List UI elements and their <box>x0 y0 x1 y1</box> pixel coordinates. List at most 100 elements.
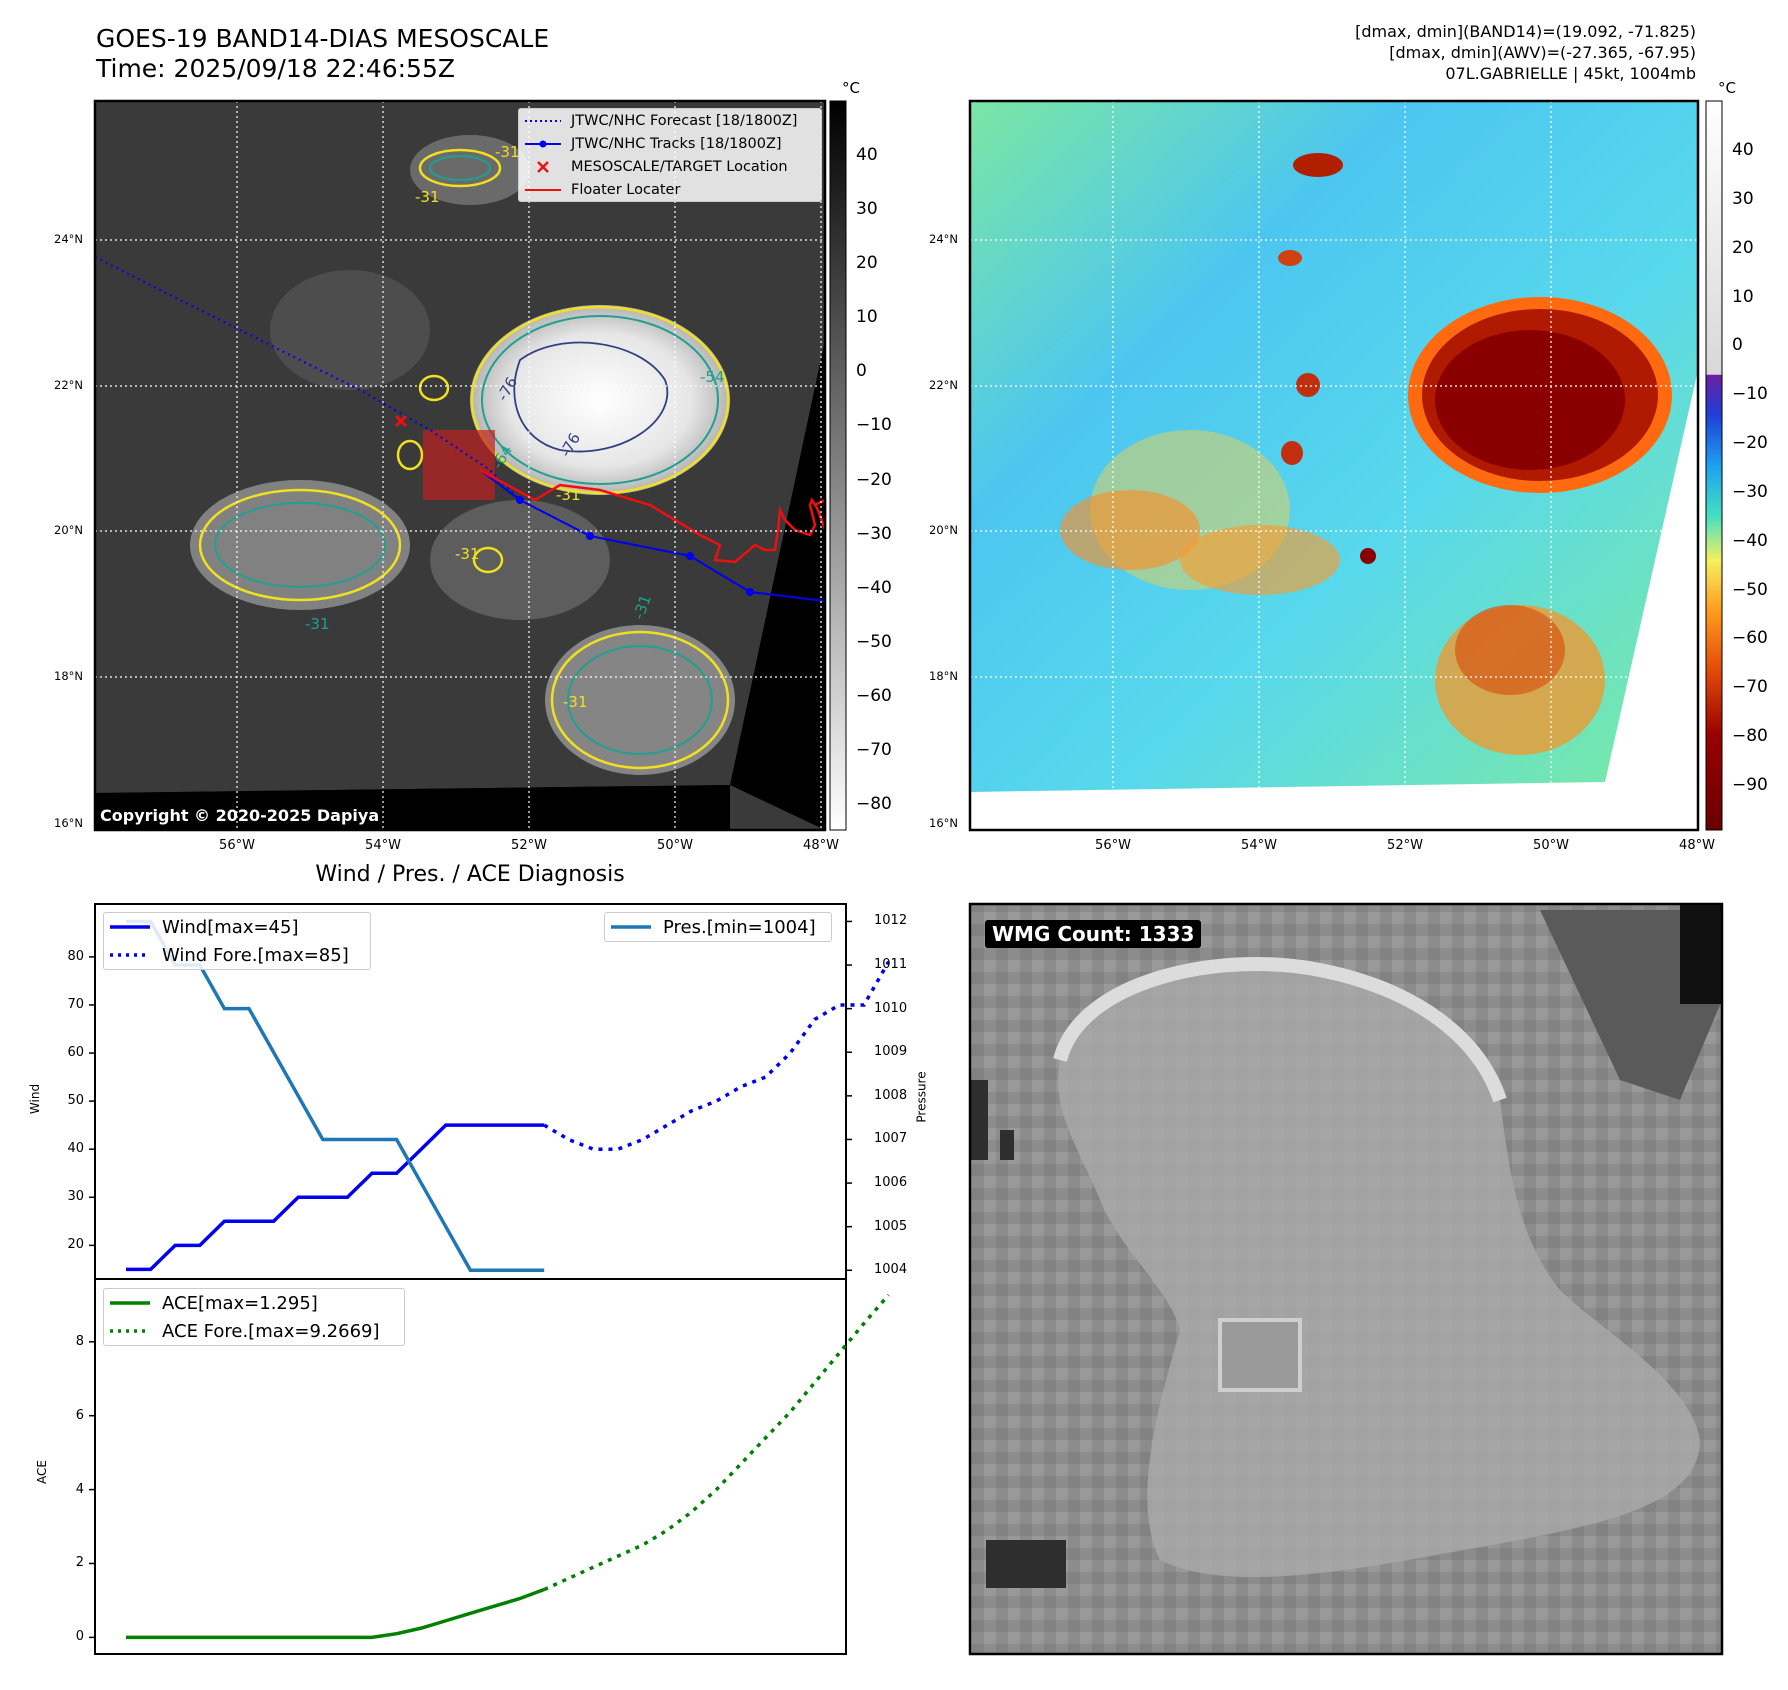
pressure-legend: Pres.[min=1004] <box>604 912 832 942</box>
chart-time: Time: 2025/09/18 22:46:55Z <box>96 54 455 83</box>
color-lat-label: 22°N <box>929 378 958 392</box>
ir-colorbar-tick: −30 <box>856 523 892 544</box>
ir-lat-label: 24°N <box>54 232 83 246</box>
legend-target: MESOSCALE/TARGET Location <box>519 155 821 178</box>
floater-box <box>423 430 495 500</box>
contour-label: -31 <box>455 545 480 563</box>
ir-map-grid <box>95 101 825 830</box>
color-colorbar-tick: 10 <box>1732 286 1754 307</box>
pressure-tick: 1004 <box>874 1262 908 1278</box>
contour-label: -31 <box>415 188 440 206</box>
pressure-tick: 1008 <box>874 1087 908 1103</box>
color-colorbar-tick: 40 <box>1732 140 1754 160</box>
color-colorbar-tick: 20 <box>1732 237 1754 258</box>
ace-legend: ACE[max=1.295] ACE Fore.[max=9.2669] <box>103 1288 405 1346</box>
ir-colorbar-tick: 10 <box>856 307 878 328</box>
copyright-text: Copyright © 2020-2025 Dapiya <box>100 806 380 825</box>
color-lon-label: 52°W <box>1387 838 1423 853</box>
color-lat-label: 24°N <box>929 232 958 246</box>
ir-colorbar-tick: 20 <box>856 253 878 274</box>
wind-tick: 20 <box>67 1237 84 1253</box>
pressure-tick: 1009 <box>874 1044 908 1060</box>
series-line-ace-forecast <box>543 1293 890 1592</box>
map-legend: JTWC/NHC Forecast [18/1800Z] JTWC/NHC Tr… <box>518 108 822 202</box>
ir-lat-label: 22°N <box>54 378 83 392</box>
color-colorbar <box>1705 100 1723 831</box>
ir-colorbar-tick: 30 <box>856 199 878 220</box>
diagnosis-title: Wind / Pres. / ACE Diagnosis <box>315 862 625 887</box>
ir-lon-label: 48°W <box>803 838 839 853</box>
color-colorbar-tick: −90 <box>1732 775 1768 795</box>
wmg-panel <box>968 902 1724 1656</box>
ir-colorbar-tick: −10 <box>856 415 892 436</box>
color-colorbar-tick: −10 <box>1732 384 1768 405</box>
contour-label: -31 <box>563 693 588 711</box>
info-band14: [dmax, dmin](BAND14)=(19.092, -71.825) <box>1355 22 1696 41</box>
chart-title: GOES-19 BAND14-DIAS MESOSCALE <box>96 24 550 53</box>
color-lat-label: 18°N <box>929 669 958 683</box>
ir-colorbar-tick: −60 <box>856 685 892 706</box>
contour-yellow <box>470 305 730 495</box>
ace-tick: 4 <box>75 1481 84 1497</box>
ir-colorbar-tick: −80 <box>856 794 892 814</box>
ir-colorbar <box>829 100 847 831</box>
ir-map-panel <box>93 99 827 832</box>
pressure-tick: 1006 <box>874 1175 908 1191</box>
ir-colorbar-tick: 40 <box>856 145 878 165</box>
wmg-count-label: WMG Count: 1333 <box>985 920 1202 948</box>
color-lon-label: 54°W <box>1241 838 1277 853</box>
ir-lat-label: 20°N <box>54 523 83 537</box>
ir-colorbar-tick: −50 <box>856 631 892 652</box>
wind-tick: 80 <box>67 948 84 964</box>
wind-legend: Wind[max=45] Wind Fore.[max=85] <box>103 912 371 970</box>
ir-lon-label: 56°W <box>219 838 255 853</box>
ir-lat-label: 18°N <box>54 669 83 683</box>
legend-forecast: JTWC/NHC Forecast [18/1800Z] <box>525 112 798 129</box>
wind-tick: 70 <box>67 996 84 1012</box>
pressure-tick: 1007 <box>874 1131 908 1147</box>
series-line-ace <box>126 1587 545 1640</box>
pressure-tick: 1011 <box>874 957 908 973</box>
observed-track <box>479 469 826 602</box>
info-awv: [dmax, dmin](AWV)=(-27.365, -67.95) <box>1389 43 1696 62</box>
color-lon-label: 48°W <box>1679 838 1715 853</box>
ir-colorbar-tick: −20 <box>856 469 892 490</box>
color-lat-label: 20°N <box>929 523 958 537</box>
floater-track <box>479 468 827 564</box>
color-colorbar-tick: 30 <box>1732 188 1754 209</box>
info-storm: 07L.GABRIELLE | 45kt, 1004mb <box>1445 64 1696 83</box>
ir-lon-label: 54°W <box>365 838 401 853</box>
color-map-grid <box>970 101 1698 830</box>
ir-colorbar-tick: −70 <box>856 739 892 760</box>
ace-axis-label: ACE <box>34 1460 49 1484</box>
legend-tracks: JTWC/NHC Tracks [18/1800Z] <box>519 132 821 155</box>
pressure-axis-label: Pressure <box>914 1071 929 1123</box>
color-colorbar-unit: °C <box>1718 79 1736 97</box>
color-colorbar-tick: 0 <box>1732 335 1743 356</box>
color-colorbar-tick: −60 <box>1732 628 1768 649</box>
contour-navy <box>513 341 668 453</box>
contour-label: -31 <box>495 143 520 161</box>
pressure-tick: 1010 <box>874 1000 908 1016</box>
legend-wind-forecast: Wind Fore.[max=85] <box>110 944 349 966</box>
wind-tick: 60 <box>67 1045 84 1061</box>
legend-ace-forecast: ACE Fore.[max=9.2669] <box>110 1320 380 1342</box>
ir-cdo-cloud <box>470 305 730 495</box>
legend-pressure: Pres.[min=1004] <box>611 916 816 938</box>
ace-tick: 2 <box>75 1555 84 1571</box>
ir-colorbar-unit: °C <box>842 79 860 97</box>
wind-tick: 50 <box>67 1093 84 1109</box>
series-line-wind <box>126 1123 545 1272</box>
wind-tick: 40 <box>67 1141 84 1157</box>
ir-lat-label: 16°N <box>54 816 83 830</box>
color-lat-label: 16°N <box>929 816 958 830</box>
ace-tick: 0 <box>75 1629 84 1645</box>
color-map-panel <box>968 99 1700 832</box>
color-colorbar-tick: −40 <box>1732 530 1768 551</box>
contour-teal <box>481 315 719 485</box>
target-marker <box>394 414 408 428</box>
ir-colorbar-tick: −40 <box>856 577 892 598</box>
contour-label: -54 <box>700 368 725 386</box>
color-cdo-core <box>1435 330 1625 470</box>
